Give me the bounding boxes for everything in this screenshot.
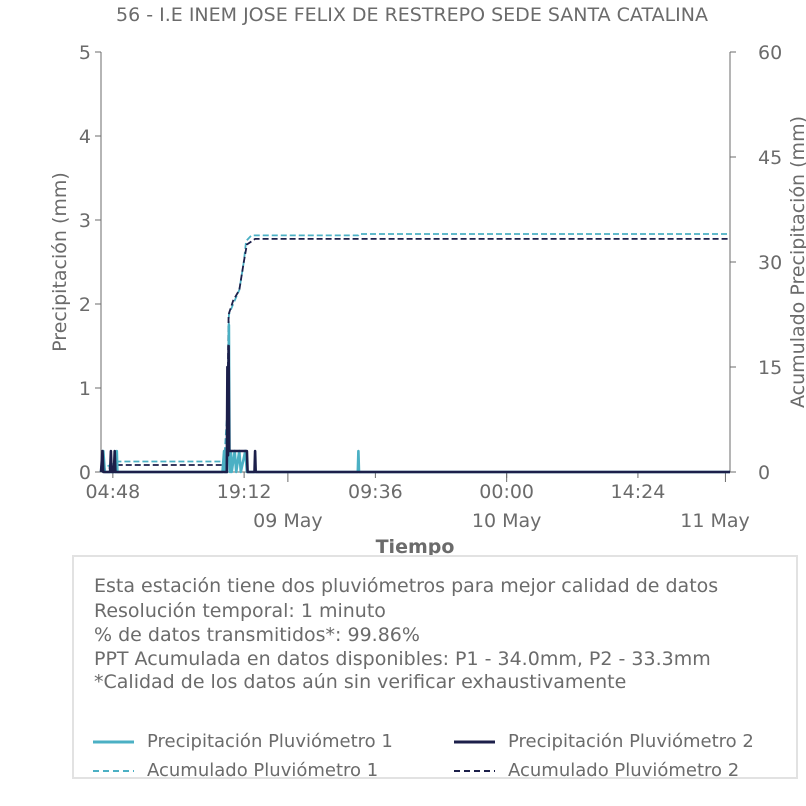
y-axis-label: Precipitación (mm)	[49, 172, 71, 352]
chart-title: 56 - I.E INEM JOSE FELIX DE RESTREPO SED…	[116, 4, 708, 26]
x-tick-label: 14:24	[611, 481, 666, 503]
x-tick-label: 04:48	[85, 481, 140, 503]
x-date-tick-label: 11 May	[680, 510, 750, 532]
x-tick-label: 00:00	[479, 481, 534, 503]
plot-series	[99, 233, 730, 474]
series-precipitacion-pluviometro-1	[99, 323, 730, 474]
x-date-tick-label: 10 May	[472, 510, 542, 532]
info-line-stations: Esta estación tiene dos pluviómetros par…	[94, 575, 719, 597]
x-axis-label: Tiempo	[376, 536, 455, 558]
y-tick-label: 4	[79, 126, 91, 148]
info-line-resolution: Resolución temporal: 1 minuto	[94, 600, 386, 622]
x-tick-label: 19:12	[217, 481, 272, 503]
info-line-accumulated: PPT Acumulada en datos disponibles: P1 -…	[94, 648, 711, 670]
legend-label-p2: Precipitación Pluviómetro 2	[508, 731, 754, 752]
legend-label-a2: Acumulado Pluviómetro 2	[508, 760, 740, 781]
y2-tick-label: 30	[758, 252, 782, 274]
y-tick-label: 3	[79, 210, 91, 232]
y2-axis-label: Acumulado Precipitación (mm)	[787, 116, 806, 408]
legend-label-p1: Precipitación Pluviómetro 1	[147, 731, 393, 752]
x-tick-label: 09:36	[348, 481, 403, 503]
chart: 56 - I.E INEM JOSE FELIX DE RESTREPO SED…	[49, 4, 806, 558]
y-tick-label: 5	[79, 42, 91, 64]
legend-swatch-a2	[454, 770, 495, 772]
series-precipitacion-pluviometro-2	[99, 344, 730, 474]
y-tick-label: 2	[79, 294, 91, 316]
legend-label-a1: Acumulado Pluviómetro 1	[147, 760, 379, 781]
legend-swatch-a1	[93, 770, 134, 772]
info-box: Esta estación tiene dos pluviómetros par…	[72, 555, 798, 781]
series-acumulado-pluviometro-1	[100, 233, 730, 473]
legend-swatch-p2	[454, 740, 495, 744]
legend-swatch-p1	[93, 740, 134, 744]
y2-tick-label: 0	[758, 462, 770, 484]
y-axis-left: 0 1 2 3 4 5	[79, 42, 102, 484]
y2-tick-label: 15	[758, 357, 782, 379]
y-axis-right: 0 15 30 45 60	[729, 42, 782, 484]
y2-tick-label: 45	[758, 147, 782, 169]
series-acumulado-pluviometro-2	[100, 238, 730, 473]
x-axis: 04:48 19:12 09:36 00:00 14:24 09 May 10 May 11 …	[85, 471, 750, 532]
y-tick-label: 1	[79, 378, 91, 400]
y-tick-label: 0	[79, 462, 91, 484]
y2-tick-label: 60	[758, 42, 782, 64]
info-line-quality: *Calidad de los datos aún sin verificar …	[94, 671, 627, 693]
x-date-tick-label: 09 May	[253, 510, 323, 532]
info-line-transmitted: % de datos transmitidos*: 99.86%	[94, 624, 420, 646]
